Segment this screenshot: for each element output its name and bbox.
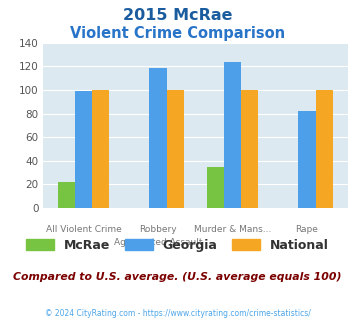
Bar bbox=[299, 111, 316, 208]
Text: Violent Crime Comparison: Violent Crime Comparison bbox=[70, 26, 285, 41]
Bar bbox=[149, 68, 166, 208]
Bar bbox=[166, 90, 184, 208]
Bar bbox=[58, 182, 75, 208]
Text: Rape: Rape bbox=[295, 225, 318, 234]
Bar bbox=[316, 90, 333, 208]
Bar bbox=[224, 62, 241, 208]
Text: © 2024 CityRating.com - https://www.cityrating.com/crime-statistics/: © 2024 CityRating.com - https://www.city… bbox=[45, 309, 310, 317]
Text: Robbery: Robbery bbox=[139, 225, 177, 234]
Text: Compared to U.S. average. (U.S. average equals 100): Compared to U.S. average. (U.S. average … bbox=[13, 272, 342, 282]
Text: All Violent Crime: All Violent Crime bbox=[46, 225, 121, 234]
Bar bbox=[241, 90, 258, 208]
Bar bbox=[75, 91, 92, 208]
Legend: McRae, Georgia, National: McRae, Georgia, National bbox=[26, 239, 329, 252]
Text: Aggravated Assault: Aggravated Assault bbox=[114, 239, 202, 248]
Text: Murder & Mans...: Murder & Mans... bbox=[194, 225, 271, 234]
Bar bbox=[92, 90, 109, 208]
Text: 2015 McRae: 2015 McRae bbox=[123, 8, 232, 23]
Bar bbox=[207, 167, 224, 208]
